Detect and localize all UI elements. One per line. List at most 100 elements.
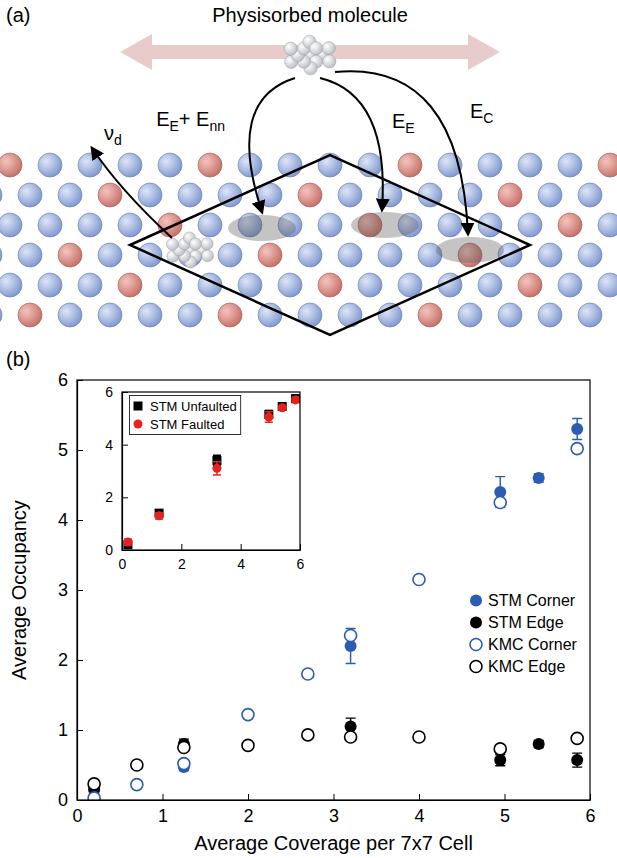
plot-background: [77, 380, 590, 800]
molecule-atom: [201, 238, 213, 250]
atom: [318, 213, 342, 237]
tick-mark: [505, 794, 506, 800]
molecule-atom: [190, 238, 202, 250]
atom: [258, 243, 282, 267]
x-axis-title: Average Coverage per 7x7 Cell: [194, 832, 473, 854]
atom: [298, 243, 322, 267]
atom: [298, 183, 322, 207]
tick-label: 4: [414, 806, 424, 826]
atom: [98, 183, 122, 207]
atom: [18, 183, 42, 207]
atom: [258, 303, 282, 327]
atom: [478, 273, 502, 297]
atom: [158, 153, 182, 177]
tick-mark: [419, 794, 420, 800]
tick-mark: [248, 794, 249, 800]
error-bar: [572, 753, 582, 767]
data-point: [291, 395, 300, 404]
atom: [118, 213, 142, 237]
tick: 2: [178, 544, 186, 572]
data-point: [571, 732, 583, 744]
atom: [0, 243, 2, 267]
main-chart: 01234560123456Average Coverage per 7x7 C…: [6, 348, 596, 854]
marker: [470, 595, 482, 607]
atom: [538, 243, 562, 267]
atom: [378, 243, 402, 267]
rate-arrow: [249, 78, 295, 212]
molecule-atom: [309, 42, 322, 55]
data-point: [533, 472, 545, 484]
tick-label: 3: [329, 806, 339, 826]
atom: [498, 303, 522, 327]
atom: [38, 213, 62, 237]
atom: [278, 273, 302, 297]
error-bar: [495, 755, 505, 766]
unit-cell: [130, 155, 530, 335]
diagram-title: Physisorbed molecule: [212, 4, 408, 26]
atom: [0, 273, 22, 297]
tick-label: 1: [158, 806, 168, 826]
tick: 4: [414, 794, 424, 826]
atom: [338, 183, 362, 207]
molecule-atom: [284, 42, 297, 55]
data-point: [88, 792, 100, 800]
tick-label: 4: [58, 510, 68, 530]
tick: 2: [58, 650, 83, 670]
series: [123, 394, 300, 549]
atom: [198, 213, 222, 237]
data-point: [264, 413, 273, 422]
atom: [558, 273, 582, 297]
data-point: [212, 464, 221, 473]
marker: [134, 420, 143, 429]
legend-label: KMC Edge: [488, 658, 565, 675]
x-axis: 0246: [119, 544, 305, 572]
molecule-atom: [202, 250, 214, 262]
atom: [178, 303, 202, 327]
molecule-atom: [323, 55, 336, 68]
tick: 1: [158, 794, 168, 826]
atom: [458, 303, 482, 327]
tick: 6: [105, 384, 128, 400]
axis-line: [123, 550, 301, 551]
atom: [418, 303, 442, 327]
atom: [598, 213, 617, 237]
atom: [338, 243, 362, 267]
tick-label: 0: [58, 790, 68, 810]
tick-label: 3: [58, 580, 68, 600]
tick: 5: [58, 440, 83, 460]
atom: [218, 243, 242, 267]
data-point: [571, 754, 583, 766]
rate-label: EE: [392, 110, 415, 136]
molecule-atom: [166, 238, 178, 250]
series: [88, 718, 583, 795]
atom: [198, 153, 222, 177]
atom: [98, 303, 122, 327]
data-point: [413, 574, 425, 586]
tick-mark: [122, 550, 128, 551]
data-point: [123, 538, 132, 547]
data-point: [345, 630, 357, 642]
atom: [518, 153, 542, 177]
atom: [478, 153, 502, 177]
tick-mark: [77, 590, 83, 591]
atom: [478, 213, 502, 237]
data-point: [413, 731, 425, 743]
atom: [78, 213, 102, 237]
tick-mark: [122, 445, 128, 446]
data-point: [494, 743, 506, 755]
error-bar: [346, 629, 356, 664]
atom: [118, 273, 142, 297]
atom: [38, 153, 62, 177]
atom: [118, 153, 142, 177]
data-point: [494, 754, 506, 766]
y-axis-title: Average Occupancy: [8, 500, 30, 680]
atom: [558, 153, 582, 177]
atom: [578, 303, 602, 327]
marks: [123, 394, 300, 549]
data-point: [345, 731, 357, 743]
rate-label: νd: [104, 122, 122, 148]
atom: [518, 213, 542, 237]
label-sub: C: [483, 110, 493, 126]
atom: [538, 183, 562, 207]
atom: [498, 183, 522, 207]
